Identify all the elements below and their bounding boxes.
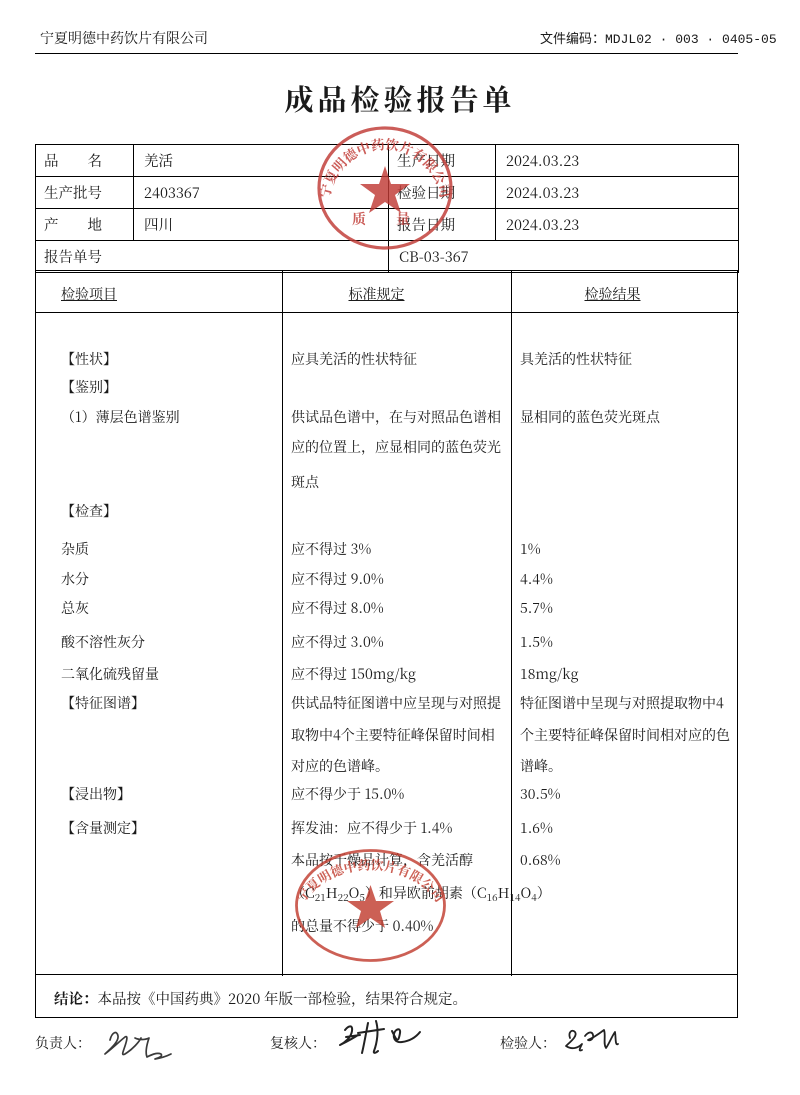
svg-text:质 量: 质 量 [352, 209, 418, 229]
